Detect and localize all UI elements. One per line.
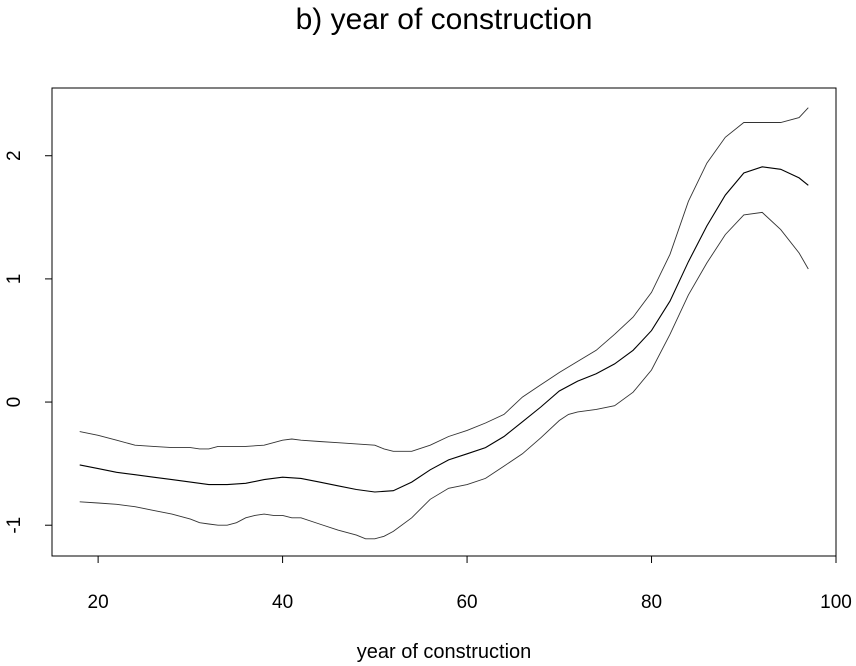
x-tick-label: 100 (820, 592, 852, 613)
chart-title: b) year of construction (296, 3, 593, 36)
series-line-estimate (79, 166, 809, 493)
x-axis-label: year of construction (357, 641, 532, 663)
y-tick-label: 2 (4, 150, 25, 161)
y-axis: -1 0 1 2 (4, 150, 52, 534)
x-tick-label: 80 (641, 592, 662, 613)
series-line-lower (79, 211, 809, 540)
y-tick-label: -1 (4, 517, 25, 534)
x-tick-label: 20 (88, 592, 109, 613)
x-axis: 20 40 60 80 100 (88, 556, 852, 613)
series-line-upper (79, 107, 809, 452)
plot-frame (51, 87, 837, 557)
y-tick-label: 1 (4, 274, 25, 285)
series-group (79, 107, 809, 540)
x-tick-label: 40 (272, 592, 293, 613)
x-tick-label: 60 (456, 592, 477, 613)
y-tick-label: 0 (4, 397, 25, 408)
